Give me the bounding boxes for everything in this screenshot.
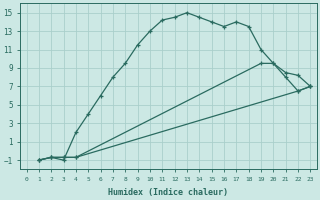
X-axis label: Humidex (Indice chaleur): Humidex (Indice chaleur) [108, 188, 228, 197]
